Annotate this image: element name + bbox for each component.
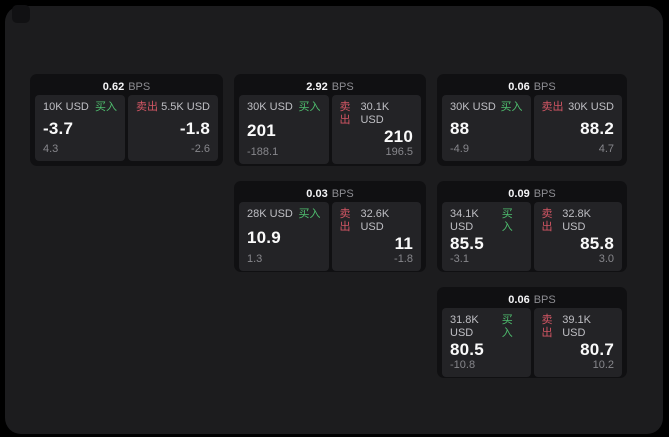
- sell-amount: 39.1K USD: [562, 314, 591, 339]
- bps-header: 0.09 BPS: [442, 185, 622, 202]
- quote-card: 2.92 BPS 30K USD 买入 201 -188.1 卖出 30.1K …: [234, 74, 426, 166]
- quote-card: 0.03 BPS 28K USD 买入 10.9 1.3 卖出 32.6K US…: [234, 181, 426, 272]
- sell-side-label: 卖出: [541, 314, 553, 339]
- bps-unit-label: BPS: [128, 80, 151, 93]
- buy-delta: 1.3: [247, 253, 263, 265]
- buy-panel[interactable]: 28K USD 买入 10.9 1.3: [239, 202, 329, 271]
- bps-unit-label: BPS: [331, 187, 354, 200]
- sell-side-label: 卖出: [339, 208, 351, 233]
- quote-card: 0.62 BPS 10K USD 买入 -3.7 4.3 卖出 5.5K USD…: [30, 74, 223, 166]
- sell-price: 11: [394, 234, 413, 253]
- buy-side-label: 买入: [298, 208, 321, 220]
- bps-header: 0.62 BPS: [35, 78, 218, 95]
- buy-amount: 28K USD: [247, 208, 293, 220]
- quote-card: 0.06 BPS 31.8K USD 买入 80.5 -10.8 卖出 39.1…: [437, 287, 627, 378]
- bps-unit-label: BPS: [331, 80, 354, 93]
- buy-amount: 31.8K USD: [450, 314, 479, 339]
- buy-price: -3.7: [43, 119, 74, 138]
- buy-price: 10.9: [247, 227, 281, 247]
- sell-price: 88.2: [580, 119, 614, 138]
- bps-unit-label: BPS: [533, 80, 556, 93]
- bps-value: 0.09: [508, 187, 530, 200]
- sell-price: -1.8: [179, 119, 210, 138]
- bps-header: 2.92 BPS: [239, 78, 421, 95]
- sell-side-label: 卖出: [541, 101, 564, 113]
- buy-delta: 4.3: [43, 143, 59, 155]
- bps-value: 2.92: [306, 80, 328, 93]
- sell-delta: -1.8: [394, 253, 413, 265]
- buy-side-label: 买入: [501, 314, 513, 339]
- sell-delta: 4.7: [598, 143, 614, 155]
- buy-side-label: 买入: [95, 101, 117, 113]
- buy-amount: 10K USD: [43, 101, 89, 113]
- bps-unit-label: BPS: [533, 293, 556, 306]
- buy-price: 85.5: [450, 234, 484, 253]
- buy-side-label: 买入: [500, 101, 523, 113]
- sell-panel[interactable]: 卖出 39.1K USD 80.7 10.2: [533, 308, 622, 377]
- sell-amount: 32.8K USD: [562, 208, 591, 233]
- buy-price: 201: [247, 120, 276, 140]
- sell-price: 85.8: [580, 234, 614, 253]
- buy-amount: 30K USD: [450, 101, 496, 113]
- sell-amount: 30K USD: [568, 101, 614, 113]
- sell-side-label: 卖出: [136, 101, 158, 113]
- buy-amount: 30K USD: [247, 101, 293, 113]
- bps-header: 0.03 BPS: [239, 185, 421, 202]
- sell-panel[interactable]: 卖出 32.8K USD 85.8 3.0: [533, 202, 622, 271]
- sell-panel[interactable]: 卖出 32.6K USD 11 -1.8: [331, 202, 421, 271]
- buy-panel[interactable]: 31.8K USD 买入 80.5 -10.8: [442, 308, 531, 377]
- bps-unit-label: BPS: [533, 187, 556, 200]
- buy-panel[interactable]: 34.1K USD 买入 85.5 -3.1: [442, 202, 531, 271]
- sell-side-label: 卖出: [339, 101, 351, 126]
- sell-delta: 10.2: [592, 359, 614, 371]
- sell-delta: 3.0: [598, 253, 614, 265]
- sell-price: 210: [384, 127, 413, 146]
- buy-side-label: 买入: [298, 101, 321, 113]
- sell-panel[interactable]: 卖出 30.1K USD 210 196.5: [331, 95, 421, 164]
- bps-value: 0.06: [508, 80, 530, 93]
- app-icon[interactable]: [12, 5, 30, 23]
- buy-side-label: 买入: [501, 208, 513, 233]
- sell-amount: 32.6K USD: [360, 208, 390, 233]
- sell-delta: -2.6: [191, 143, 210, 155]
- buy-panel[interactable]: 30K USD 买入 88 -4.9: [442, 95, 531, 161]
- buy-delta: -188.1: [247, 146, 279, 158]
- buy-delta: -4.9: [450, 143, 469, 155]
- buy-delta: -10.8: [450, 359, 476, 371]
- quote-card: 0.09 BPS 34.1K USD 买入 85.5 -3.1 卖出 32.8K…: [437, 181, 627, 272]
- bps-value: 0.03: [306, 187, 328, 200]
- sell-panel[interactable]: 卖出 30K USD 88.2 4.7: [533, 95, 622, 161]
- sell-price: 80.7: [580, 340, 614, 359]
- bps-value: 0.06: [508, 293, 530, 306]
- sell-side-label: 卖出: [541, 208, 553, 233]
- sell-delta: 196.5: [385, 146, 413, 158]
- bps-header: 0.06 BPS: [442, 78, 622, 95]
- buy-amount: 34.1K USD: [450, 208, 479, 233]
- bps-header: 0.06 BPS: [442, 291, 622, 308]
- sell-panel[interactable]: 卖出 5.5K USD -1.8 -2.6: [128, 95, 218, 161]
- bps-value: 0.62: [102, 80, 125, 93]
- buy-price: 88: [450, 119, 470, 138]
- sell-amount: 30.1K USD: [360, 101, 390, 126]
- buy-panel[interactable]: 10K USD 买入 -3.7 4.3: [35, 95, 125, 161]
- quote-card-grid: 0.62 BPS 10K USD 买入 -3.7 4.3 卖出 5.5K USD…: [30, 74, 627, 378]
- buy-panel[interactable]: 30K USD 买入 201 -188.1: [239, 95, 329, 164]
- buy-delta: -3.1: [450, 253, 469, 265]
- sell-amount: 5.5K USD: [161, 101, 210, 113]
- quote-card: 0.06 BPS 30K USD 买入 88 -4.9 卖出 30K USD 8…: [437, 74, 627, 166]
- buy-price: 80.5: [450, 340, 484, 359]
